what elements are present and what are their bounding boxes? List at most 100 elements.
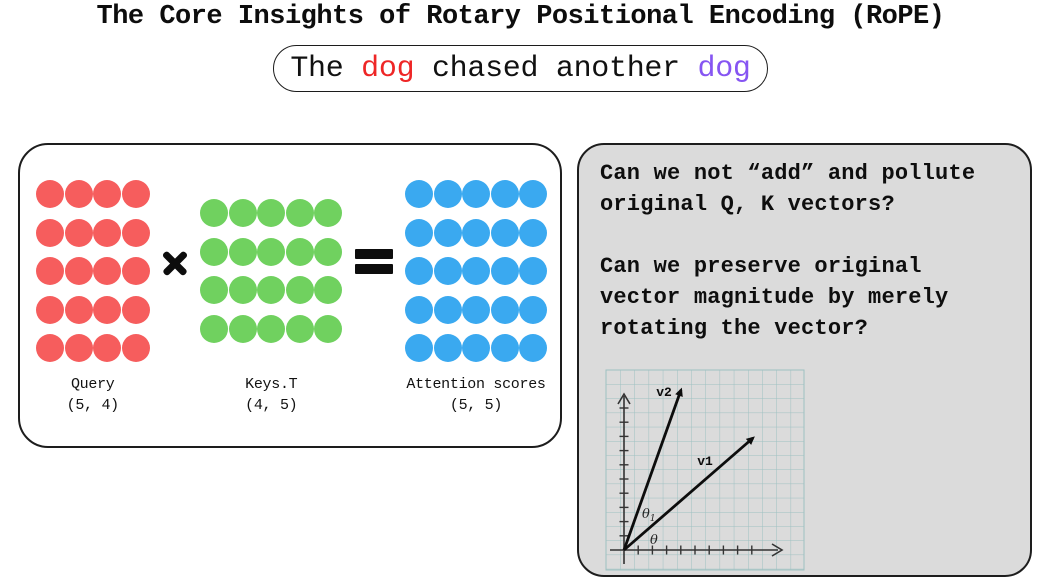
- matrix-dot: [405, 257, 433, 285]
- keys-dot-grid: [200, 199, 343, 343]
- matrix-dot: [36, 334, 64, 362]
- matrix-shape-label: (5, 4): [66, 397, 120, 414]
- matrix-dot: [121, 218, 150, 247]
- sentence-part: chased another: [414, 51, 698, 86]
- matrix-dot: [200, 237, 229, 266]
- matrix-shape-label: (5, 5): [449, 397, 503, 414]
- multiply-operator-icon: [161, 250, 188, 277]
- v2-label: v2: [656, 385, 672, 400]
- matrix-shape-label: (4, 5): [245, 397, 298, 414]
- matrix-dot: [36, 180, 64, 208]
- matrix-dot: [228, 199, 257, 228]
- matrix-dot: [519, 218, 547, 247]
- matrix-dot: [285, 276, 314, 305]
- matrix-dot: [93, 257, 121, 285]
- matrix-dot: [405, 295, 433, 324]
- matrix-dot: [490, 180, 519, 208]
- matrix-dot: [405, 334, 433, 362]
- matrix-dot: [64, 257, 93, 285]
- x-axis-ticks: [637, 545, 753, 555]
- attention-dot-grid: [405, 180, 547, 362]
- matrix-dot: [314, 314, 343, 343]
- matrix-dot: [519, 334, 547, 362]
- matrix-dot: [93, 295, 121, 324]
- matrix-dot: [64, 295, 93, 324]
- equals-operator-icon: [354, 249, 393, 274]
- matrix-dot: [490, 334, 519, 362]
- matmul-panel: Query (5, 4) Keys.T (4, 5) Attention sco…: [18, 143, 562, 448]
- sentence-part: dog: [361, 51, 415, 86]
- matrix-dot: [36, 295, 64, 324]
- matrix-dot: [462, 180, 490, 208]
- questions: Can we not “add” and pollute original Q, …: [600, 158, 975, 344]
- matrix-dot: [462, 218, 490, 247]
- matrix-dot: [519, 180, 547, 208]
- matrix-dot: [93, 334, 121, 362]
- y-axis-arrow-icon: [617, 392, 631, 405]
- question-line: original Q, K vectors?: [600, 192, 895, 217]
- question-line: Can we not “add” and pollute: [600, 161, 976, 186]
- query-dot-area: [36, 180, 150, 362]
- v1-label: v1: [697, 454, 713, 469]
- matrix-dot: [405, 218, 433, 247]
- matrix-dot: [490, 257, 519, 285]
- matrix-dot: [462, 334, 490, 362]
- matrix-dot: [519, 295, 547, 324]
- matrix-dot: [285, 199, 314, 228]
- matrix-dot: [64, 180, 93, 208]
- matrix-keys-t: Keys.T (4, 5): [200, 180, 343, 416]
- matrix-dot: [433, 334, 462, 362]
- matrix-dot: [433, 218, 462, 247]
- vector-v1: [623, 436, 755, 552]
- query-dot-grid: [36, 180, 150, 362]
- matrix-dot: [257, 199, 286, 228]
- question-text: Can we not “add” and pollute original Q, …: [600, 158, 975, 220]
- question-line: vector magnitude by merely: [600, 285, 949, 310]
- matrix-dot: [519, 257, 547, 285]
- matrix-dot: [433, 257, 462, 285]
- matrix-dot: [36, 257, 64, 285]
- matrix-dot: [200, 314, 229, 343]
- matrix-dot: [228, 314, 257, 343]
- question-panel: Can we not “add” and pollute original Q, …: [577, 143, 1032, 577]
- matrix-name-label: Query: [70, 376, 115, 393]
- matrix-dot: [121, 180, 150, 208]
- matrix-name-label: Attention scores: [406, 376, 546, 393]
- matrix-dot: [285, 314, 314, 343]
- theta-label: θ: [650, 533, 658, 548]
- keys-dot-area: [200, 180, 343, 362]
- matrix-dot: [433, 295, 462, 324]
- question-text: Can we preserve original vector magnitude…: [600, 251, 975, 344]
- matrix-dot: [200, 199, 229, 228]
- matrix-dot: [257, 237, 286, 266]
- matrix-dot: [490, 295, 519, 324]
- sentence-part: The: [290, 51, 362, 86]
- matrix-name-label: Keys.T: [245, 376, 298, 393]
- matrix-dot: [314, 199, 343, 228]
- matrix-dot: [121, 295, 150, 324]
- matrix-dot: [257, 276, 286, 305]
- matrix-dot: [36, 218, 64, 247]
- matrix-attention-scores: Attention scores (5, 5): [405, 180, 547, 416]
- example-sentence: The dog chased another dog: [290, 51, 751, 86]
- matrix-dot: [228, 276, 257, 305]
- vector-v2: [622, 387, 683, 551]
- matrix-dot: [121, 334, 150, 362]
- matrix-dot: [257, 314, 286, 343]
- matrix-dot: [93, 218, 121, 247]
- attention-dot-area: [405, 180, 547, 362]
- matrix-dot: [64, 334, 93, 362]
- matrix-dot: [285, 237, 314, 266]
- matrix-dot: [93, 180, 121, 208]
- matrix-dot: [405, 180, 433, 208]
- matrix-dot: [64, 218, 93, 247]
- matrix-dot: [121, 257, 150, 285]
- matrix-dot: [490, 218, 519, 247]
- y-axis-ticks: [619, 407, 629, 537]
- vector-plot: v2 v1 θ1 θ: [605, 369, 805, 571]
- matrix-dot: [462, 295, 490, 324]
- question-line: rotating the vector?: [600, 316, 869, 341]
- theta1-label: θ1: [642, 507, 656, 524]
- matrix-query: Query (5, 4): [36, 180, 150, 416]
- matrix-dot: [228, 237, 257, 266]
